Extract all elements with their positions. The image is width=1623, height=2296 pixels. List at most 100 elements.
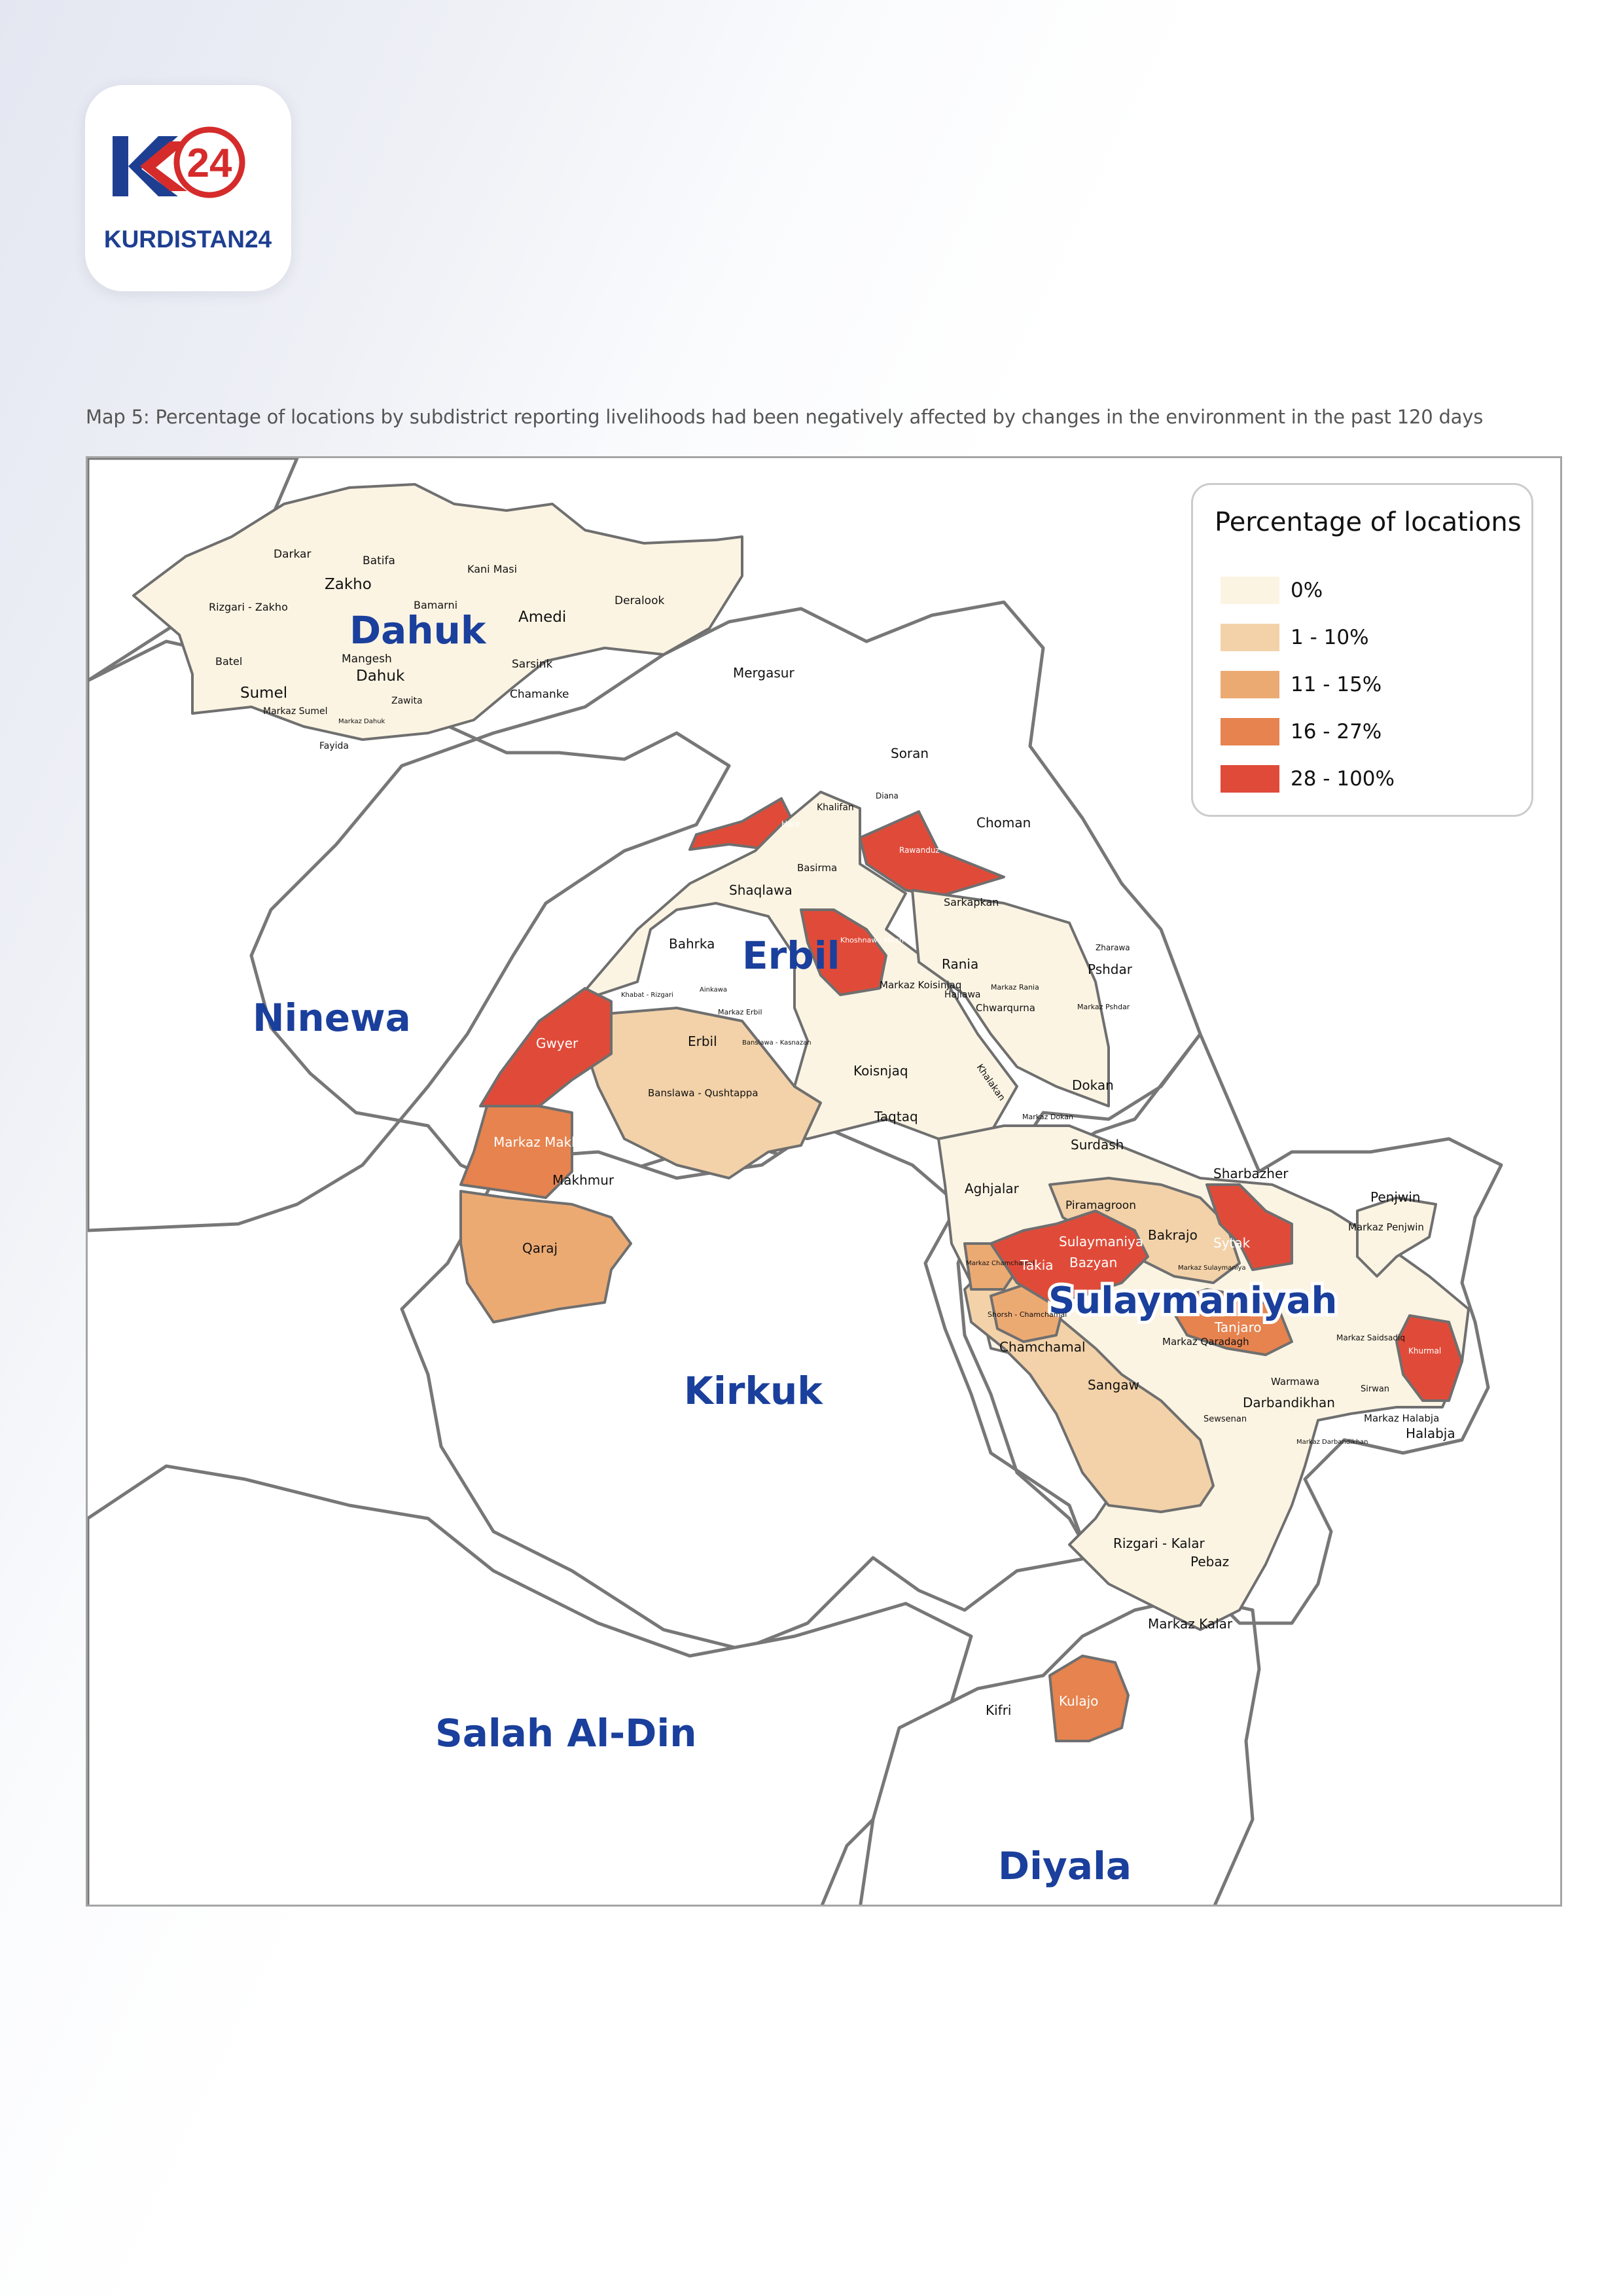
legend-label-0: 0% [1291,579,1323,602]
koisnjaq-label: Koisnjaq [853,1063,908,1079]
deralook-label: Deralook [615,594,664,607]
markaz-dokan-label: Markaz Dokan [1022,1113,1073,1121]
banslawa-kasnazan-label: Banslawa - Kasnazan [742,1039,812,1047]
sulaymaniyah-region [956,1032,1503,1625]
diana-label: Diana [876,791,899,800]
rawanduz-polygon [859,810,1005,898]
makhmur-label: Makhmur [552,1172,615,1188]
sumel-label: Sumel [240,685,287,702]
batel-label: Batel [215,655,242,668]
kani-masi-label: Kani Masi [467,563,517,575]
banslawa-qushtappa-label: Banslawa - Qushtappa [648,1087,758,1099]
district-labels: Darkar Batifa Kani Masi Zakho Rizgari - … [209,548,1455,1718]
sarkapkan-label: Sarkapkan [944,896,999,908]
chamanke-label: Chamanke [510,688,569,701]
legend-item-2: 11 - 15% [1221,671,1382,698]
surdash-label: Surdash [1071,1137,1124,1153]
markaz-chamchamal-label: Markaz Chamchamal [966,1260,1035,1267]
erbil-district-label: Erbil [688,1033,717,1049]
khurmal-polygon [1395,1314,1463,1402]
legend-label-2: 11 - 15% [1291,673,1382,696]
mangesh-label: Mangesh [342,653,392,666]
bahrka-label: Bahrka [669,936,715,952]
markaz-halabja-label: Markaz Halabja [1364,1412,1439,1424]
tanjaro-polygon [1166,1288,1293,1356]
diyala-label: Diyala [998,1844,1132,1888]
sytak-polygon [1205,1183,1293,1271]
warmawa-label: Warmawa [1271,1376,1319,1388]
markaz-makhmur-polygon [459,1105,573,1199]
subdistrict-map: Dahuk Erbil Sulaymaniyah Ninewa Kirkuk S… [88,458,1503,1905]
markaz-pshdar-label: Markaz Pshdar [1077,1003,1130,1011]
sharbazher-label: Sharbazher [1213,1166,1289,1181]
choman-label: Choman [976,815,1031,831]
legend: Percentage of locations 0% 1 - 10% 11 - … [1191,483,1533,817]
markaz-rania-label: Markaz Rania [991,983,1039,992]
markaz-dahuk-label: Markaz Dahuk [338,718,385,725]
markaz-sumel-label: Markaz Sumel [263,706,328,717]
kirkuk-label: Kirkuk [684,1369,823,1413]
legend-item-0: 0% [1221,577,1323,604]
halabja-label: Halabja [1406,1426,1455,1441]
sulaymaniya-label: Sulaymaniya [1059,1234,1143,1249]
legend-swatch-2 [1221,671,1279,698]
banslawa-qushtappa-polygon [584,1007,822,1179]
fayida-label: Fayida [319,741,349,751]
rania-label: Rania [942,956,978,972]
sarsink-label: Sarsink [512,658,553,671]
map-caption: Map 5: Percentage of locations by subdis… [86,406,1484,428]
sewsenan-label: Sewsenan [1204,1414,1247,1424]
logo-number: 24 [187,141,232,186]
shorsh-chamchamal-label: Shorsh - Chamchamal [988,1310,1067,1319]
pshdar-label: Pshdar [1088,961,1133,977]
gwyer-label: Gwyer [536,1035,579,1051]
diyala-boundary [859,1595,1261,1905]
soran-label: Soran [891,745,929,761]
dahuk-label: Dahuk [349,608,487,653]
darbandikhan-label: Darbandikhan [1243,1395,1335,1410]
markaz-penjwin-label: Markaz Penjwin [1348,1221,1424,1233]
kulajo-label: Kulajo [1059,1693,1098,1709]
legend-item-1: 1 - 10% [1221,624,1369,651]
zawita-label: Zawita [391,696,423,706]
ainkawa-label: Ainkawa [700,986,727,994]
salah-al-din-label: Salah Al-Din [435,1711,697,1755]
ninewa-boundary [88,458,299,683]
legend-swatch-0 [1221,577,1279,604]
markaz-koisinjaq-label: Markaz Koisinjaq [880,979,961,991]
markaz-makhmur-label-1: Markaz Makhmur [493,1134,607,1150]
pshdar-koisinjaq-area [911,889,1110,1107]
pebaz-label: Pebaz [1190,1554,1229,1570]
legend-swatch-1 [1221,624,1279,651]
salah-al-din-boundary [88,1464,973,1905]
markaz-qaradagh-label: Markaz Qaradagh [1162,1336,1249,1348]
bazyan-label: Bazyan [1069,1255,1117,1270]
k24-logo-mark: 24 KURDISTAN24 [104,126,272,253]
sangaw-label: Sangaw [1088,1377,1139,1393]
shaqlawa-label: Shaqlawa [729,882,793,898]
legend-swatch-3 [1221,718,1279,745]
rizgari-kalar-label: Rizgari - Kalar [1113,1535,1205,1551]
rizgari-zakho-label: Rizgari - Zakho [209,601,288,613]
legend-item-3: 16 - 27% [1221,718,1382,745]
markaz-kalar-label: Markaz Kalar [1148,1616,1233,1632]
harir-label: Harir [781,819,801,829]
markaz-erbil-label: Markaz Erbil [718,1008,762,1016]
khabat-rizgari-label: Khabat - Rizgari [621,992,673,999]
taqtaq-label: Taqtaq [874,1109,918,1124]
amedi-label: Amedi [518,609,566,626]
kifri-label: Kifri [986,1702,1012,1718]
sulaymaniya-bazyan-polygon [990,1210,1149,1304]
subdistrict-polygons [132,483,1470,1742]
zakho-label: Zakho [325,576,372,593]
rawanduz-label: Rawanduz [899,846,940,855]
markaz-darbandikhan-label: Markaz Darbandikhan [1296,1439,1368,1446]
sirwan-label: Sirwan [1361,1384,1389,1394]
piramagroon-label: Piramagroon [1065,1199,1136,1212]
mergasur-label: Mergasur [733,665,794,681]
aghjalar-label: Aghjalar [965,1181,1020,1196]
penjwin-label: Penjwin [1370,1189,1420,1205]
ninewa-label: Ninewa [253,996,411,1040]
dahuk-governorate-area [132,483,743,741]
erbil-label: Erbil [742,933,840,978]
